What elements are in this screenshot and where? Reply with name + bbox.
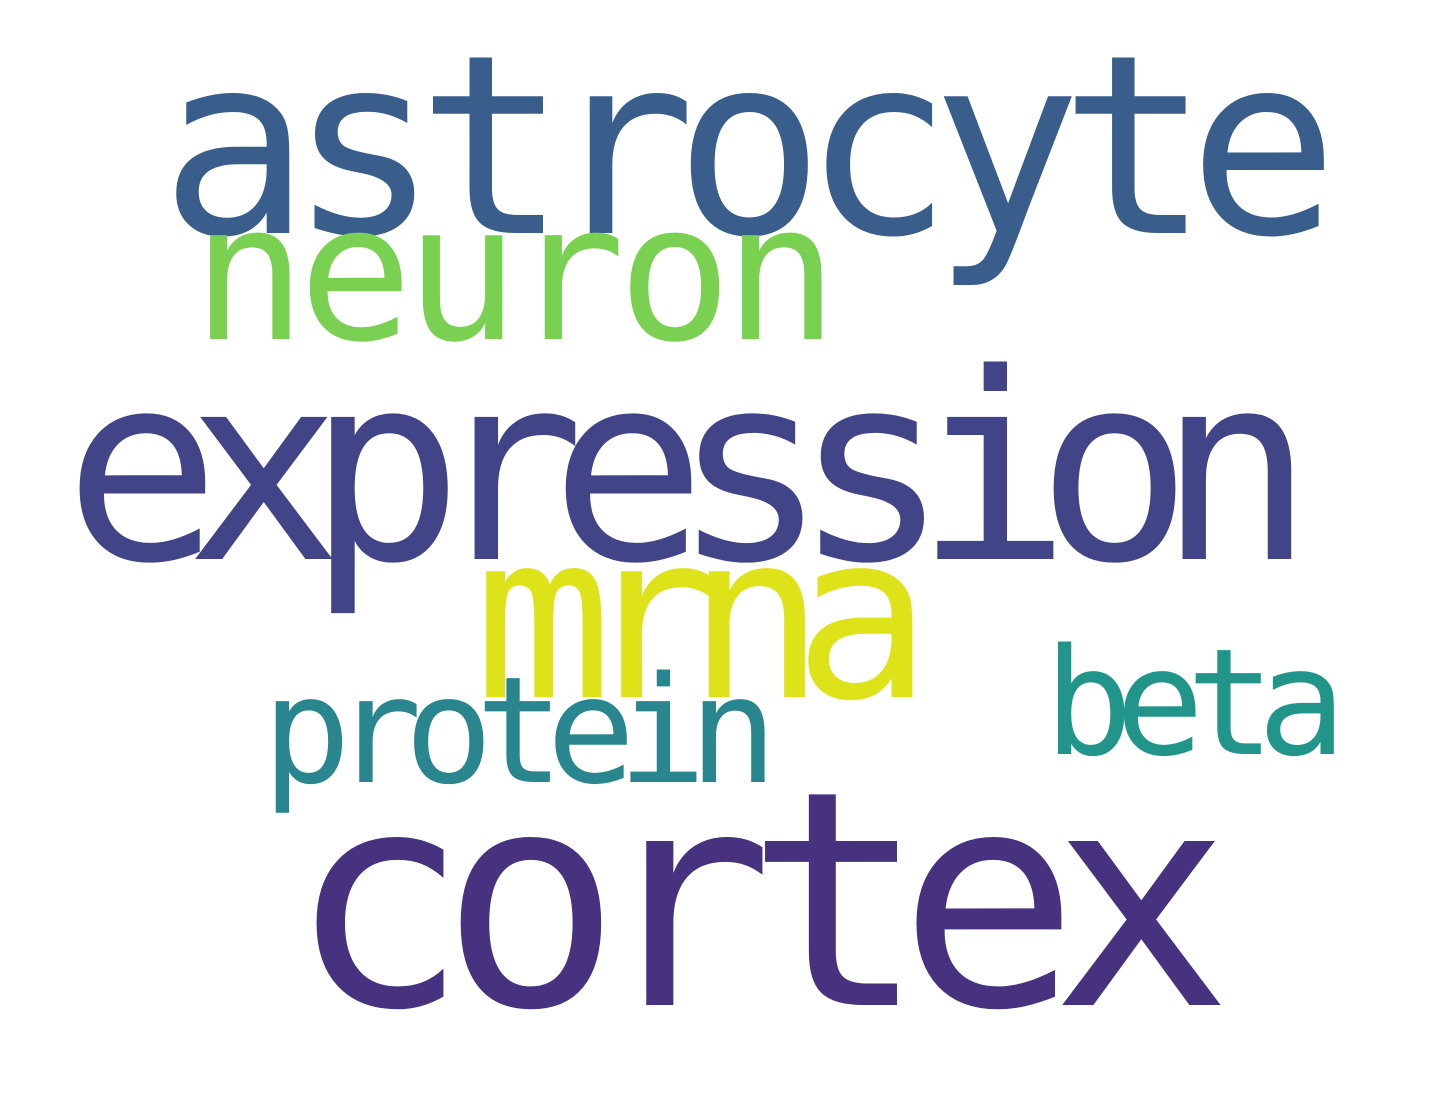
word-astrocyte: astrocyte bbox=[160, 1, 1339, 292]
word-expression: expression bbox=[64, 319, 1314, 621]
word-neuron: neuron bbox=[192, 163, 838, 384]
word-beta: beta bbox=[1044, 617, 1346, 789]
word-mrna: mrna bbox=[474, 485, 932, 752]
word-cortex: cortex bbox=[288, 727, 1232, 1076]
word-protein: protein bbox=[262, 645, 778, 817]
